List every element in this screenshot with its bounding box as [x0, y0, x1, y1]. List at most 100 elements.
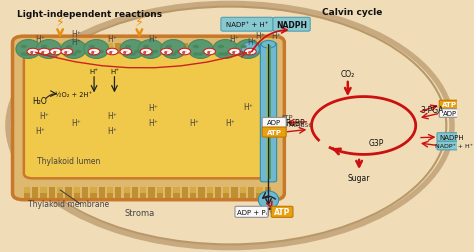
Bar [132, 194, 138, 199]
Ellipse shape [61, 40, 86, 59]
Circle shape [125, 53, 131, 57]
Bar [148, 44, 155, 50]
Bar [65, 187, 72, 194]
Circle shape [27, 49, 39, 56]
Ellipse shape [36, 40, 61, 59]
Circle shape [245, 53, 251, 57]
Bar [115, 44, 121, 50]
Bar [165, 50, 171, 55]
Bar [124, 187, 130, 194]
Bar [223, 50, 229, 55]
Bar [57, 187, 64, 194]
Text: H⁺: H⁺ [248, 38, 257, 47]
Bar [107, 44, 113, 50]
Bar [215, 187, 221, 194]
Bar [82, 44, 88, 50]
Text: 3-PGA: 3-PGA [420, 106, 444, 115]
Text: e⁻: e⁻ [64, 50, 70, 55]
Circle shape [25, 53, 32, 57]
Circle shape [106, 49, 118, 56]
FancyBboxPatch shape [273, 18, 310, 32]
Bar [40, 187, 46, 194]
Bar [240, 50, 246, 55]
Circle shape [75, 51, 82, 54]
Bar [140, 44, 146, 50]
Bar [124, 44, 130, 50]
Ellipse shape [258, 191, 279, 209]
Text: H⁺: H⁺ [148, 35, 158, 44]
Bar [132, 44, 138, 50]
Bar [40, 50, 46, 55]
Text: Sugar: Sugar [348, 173, 370, 182]
FancyBboxPatch shape [24, 53, 275, 179]
Ellipse shape [236, 40, 261, 59]
Circle shape [240, 53, 247, 57]
Text: e⁻: e⁻ [123, 50, 129, 55]
Circle shape [240, 46, 247, 49]
Bar [82, 194, 88, 199]
Bar [264, 44, 271, 50]
FancyBboxPatch shape [260, 43, 277, 182]
Bar [256, 187, 263, 194]
Text: ADP: ADP [443, 111, 457, 117]
FancyBboxPatch shape [271, 206, 293, 217]
Text: e⁻: e⁻ [207, 50, 213, 55]
Text: Light-independent reactions: Light-independent reactions [17, 10, 162, 19]
Bar [99, 194, 105, 199]
Text: e⁻: e⁻ [109, 50, 115, 55]
FancyBboxPatch shape [235, 206, 268, 217]
Text: Thylakoid membrane: Thylakoid membrane [28, 199, 109, 208]
Bar [32, 187, 38, 194]
Bar [256, 194, 263, 199]
Text: ½O₂ + 2H⁺: ½O₂ + 2H⁺ [55, 92, 92, 98]
Text: e⁻: e⁻ [231, 50, 237, 55]
Bar [231, 50, 238, 55]
Bar [65, 50, 72, 55]
Ellipse shape [120, 40, 145, 59]
Bar [40, 194, 46, 199]
Ellipse shape [16, 40, 41, 59]
Circle shape [179, 49, 191, 56]
Bar [190, 44, 196, 50]
Bar [182, 187, 188, 194]
Circle shape [161, 49, 173, 56]
Circle shape [218, 46, 224, 49]
Circle shape [21, 53, 27, 57]
Text: e⁻: e⁻ [30, 50, 36, 55]
Circle shape [245, 49, 256, 56]
Circle shape [89, 53, 95, 57]
Bar [182, 194, 188, 199]
Bar [32, 50, 38, 55]
Text: ATP
synthase: ATP synthase [281, 114, 313, 127]
Bar [73, 187, 80, 194]
Bar [107, 50, 113, 55]
Bar [132, 50, 138, 55]
Bar [157, 187, 163, 194]
Bar [207, 44, 213, 50]
Bar [49, 50, 55, 55]
Circle shape [88, 49, 100, 56]
Text: H⁺: H⁺ [264, 208, 273, 217]
Bar [182, 50, 188, 55]
Text: NADPH: NADPH [439, 135, 464, 140]
Bar [215, 194, 221, 199]
Circle shape [66, 46, 73, 49]
Bar [82, 50, 88, 55]
Text: G3P: G3P [368, 139, 383, 148]
Circle shape [227, 51, 233, 54]
Text: H⁺: H⁺ [39, 111, 49, 120]
Bar [157, 44, 163, 50]
Text: H⁺: H⁺ [35, 35, 45, 44]
Bar [24, 187, 30, 194]
Circle shape [147, 53, 154, 57]
Circle shape [152, 51, 158, 54]
Text: H⁺: H⁺ [225, 119, 235, 128]
Circle shape [249, 51, 256, 54]
Bar [148, 194, 155, 199]
Bar [140, 187, 146, 194]
Bar [82, 187, 88, 194]
Ellipse shape [161, 40, 186, 59]
Circle shape [66, 53, 73, 57]
Circle shape [218, 53, 224, 57]
Bar [248, 44, 255, 50]
